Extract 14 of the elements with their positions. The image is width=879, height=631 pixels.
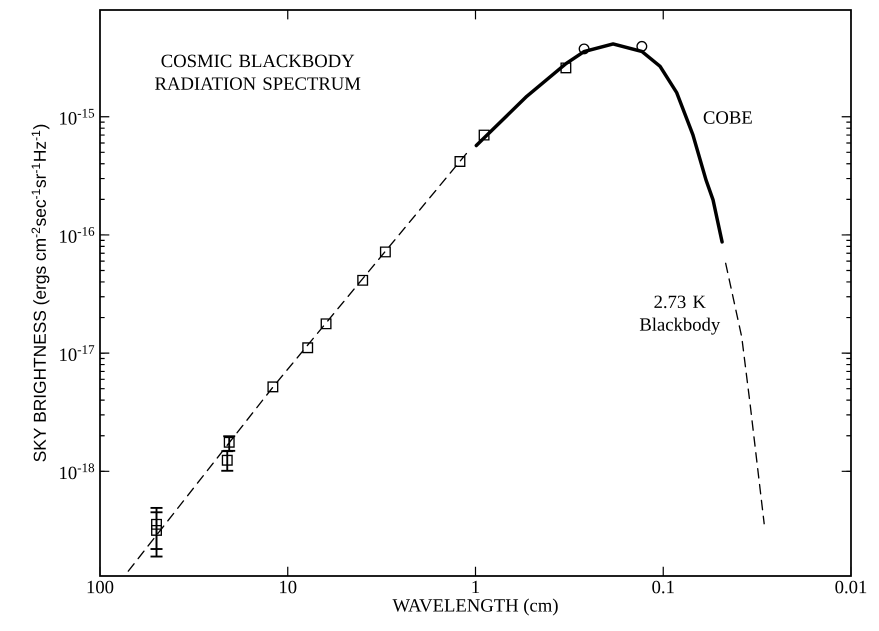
x-tick-label: 10 xyxy=(280,580,296,594)
y-tick-label: 10$^{-16}$ xyxy=(60,227,94,243)
x-tick-label: 0.01 xyxy=(835,580,866,594)
y-tick-label: 10$^{-15}$ xyxy=(60,108,94,125)
annotation: COSMIC BLACKBODY RADIATION SPECTRUM xyxy=(155,54,360,90)
text: SKY BRIGHTNESS (ergs cm$^{-2}$sec$^{-1}$sr$^{-1}$Hz$^{-1}$) xyxy=(32,124,50,462)
x-tick-label: 1 xyxy=(472,580,480,594)
x-tick-label: 100 xyxy=(88,580,114,594)
y-tick-label: 10$^{-17}$ xyxy=(60,345,94,362)
y-tick-label: 10$^{-18}$ xyxy=(60,463,94,480)
annotation: 2.73 K Blackbody xyxy=(640,296,720,335)
x-tick-label: 0.1 xyxy=(652,580,674,594)
annotation: COBE xyxy=(704,111,752,124)
x-axis-title: WAVELENGTH (cm) xyxy=(392,598,558,616)
